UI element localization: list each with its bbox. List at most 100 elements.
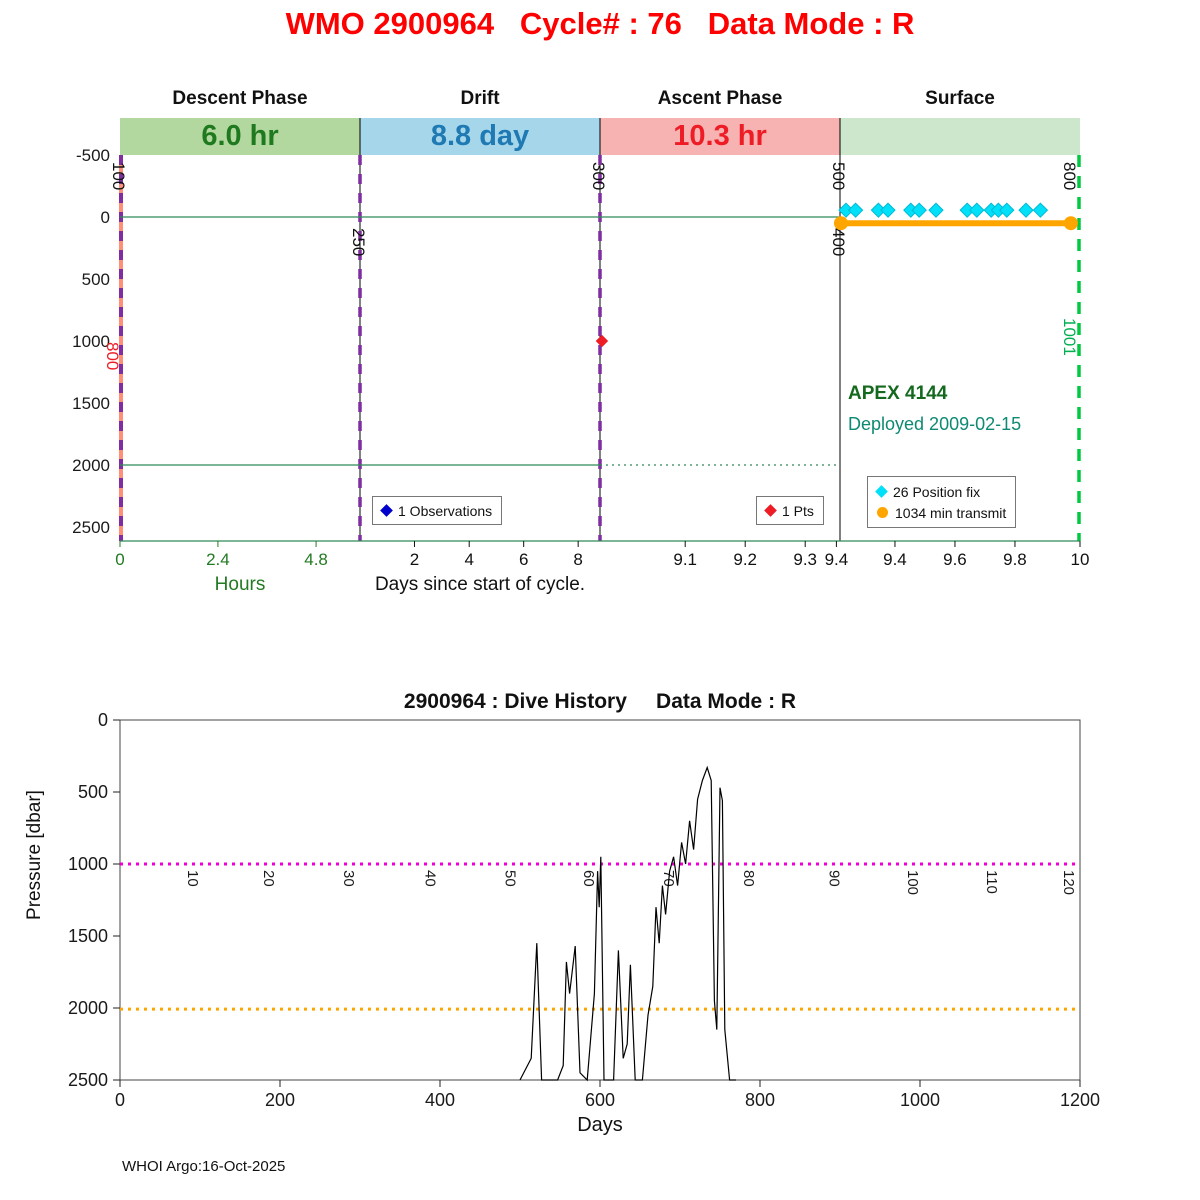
deployed-date-label: Deployed 2009-02-15 <box>848 414 1022 434</box>
rotated-annotation: 100 <box>109 162 128 190</box>
position-fix-marker <box>880 202 896 218</box>
dive-history-title: 2900964 : Dive History Data Mode : R <box>403 690 797 713</box>
phase-label-surface: Surface <box>925 88 995 109</box>
y-tick-label: 1000 <box>72 332 110 351</box>
position-fix-marker <box>928 202 944 218</box>
y-tick-label: 500 <box>78 782 108 802</box>
legend-observations-label: 1 Observations <box>398 502 493 519</box>
cycle-number-label: 30 <box>340 870 357 887</box>
rotated-annotation: 300 <box>589 162 608 190</box>
x-tick-label: 4.8 <box>304 550 328 569</box>
x-tick-label: 400 <box>425 1090 455 1110</box>
observation-marker-icon <box>380 504 393 517</box>
legend-surface: 26 Position fix 1034 min transmit <box>867 476 1017 528</box>
position-fix-marker <box>999 202 1015 218</box>
x-tick-label: 1200 <box>1060 1090 1100 1110</box>
x-tick-label: 4 <box>464 550 473 569</box>
legend-position-fix-label: 26 Position fix <box>893 483 981 500</box>
pts-marker-icon <box>764 504 777 517</box>
x-tick-label: 800 <box>745 1090 775 1110</box>
y-tick-label: 2500 <box>68 1070 108 1090</box>
phase-duration-ascent: 10.3 hr <box>673 120 767 152</box>
x-tick-label: 0 <box>115 1090 125 1110</box>
legend-position-fix-row: 26 Position fix <box>875 481 1006 502</box>
rotated-annotation: 400 <box>829 228 848 256</box>
min-transmit-marker <box>833 216 848 231</box>
x-tick-label: 0 <box>115 550 124 569</box>
x-tick-label: 9.8 <box>1003 550 1027 569</box>
rotated-annotation: 800 <box>1060 162 1079 190</box>
days-axis-label: Days since start of cycle. <box>374 574 586 595</box>
phase-band-2 <box>600 118 840 155</box>
cycle-number-label: 100 <box>904 870 921 895</box>
phase-duration-descent: 6.0 hr <box>201 120 279 152</box>
x-tick-label: 9.4 <box>883 550 907 569</box>
y-tick-label: 500 <box>82 270 110 289</box>
legend-pts: 1 Pts <box>756 496 824 525</box>
x-tick-label: 6 <box>519 550 528 569</box>
legend-min-transmit-label: 1034 min transmit <box>895 504 1007 521</box>
phase-duration-drift: 8.8 day <box>430 120 530 152</box>
hours-axis-label: Hours <box>214 574 266 595</box>
x-tick-label: 1000 <box>900 1090 940 1110</box>
rotated-annotation: 800 <box>103 342 122 370</box>
dive-history-line <box>519 765 736 1082</box>
x-tick-label: 9.2 <box>733 550 757 569</box>
footer-credit: WHOI Argo:16-Oct-2025 <box>122 1158 286 1175</box>
phase-label-ascent: Ascent Phase <box>657 88 783 109</box>
cycle-number-label: 40 <box>422 870 439 887</box>
position-fix-marker <box>1032 202 1049 218</box>
rotated-annotation: 1001 <box>1060 318 1079 356</box>
y-tick-label: 1000 <box>68 854 108 874</box>
phase-band-3 <box>840 118 1080 155</box>
rotated-annotation: 250 <box>349 228 368 256</box>
phase-label-drift: Drift <box>460 88 500 109</box>
float-model-label: APEX 4144 <box>848 383 948 404</box>
x-tick-label: 600 <box>585 1090 615 1110</box>
phase-band-0 <box>120 118 360 155</box>
y-tick-label: -500 <box>76 146 110 165</box>
y-tick-label: 0 <box>98 710 108 730</box>
x-tick-label: 9.1 <box>673 550 697 569</box>
x-tick-label: 2.4 <box>206 550 230 569</box>
cycle-number-label: 120 <box>1060 870 1077 895</box>
y-tick-label: 2000 <box>72 456 110 475</box>
x-tick-label: 9.6 <box>943 550 967 569</box>
cycle-number-label: 80 <box>740 870 757 887</box>
position-fix-marker <box>911 202 927 218</box>
y-tick-label: 2500 <box>72 518 110 537</box>
x-tick-label: 200 <box>265 1090 295 1110</box>
position-fix-marker <box>847 202 864 218</box>
pts-marker <box>595 334 609 348</box>
legend-min-transmit-row: 1034 min transmit <box>877 502 1006 523</box>
phase-label-descent: Descent Phase <box>172 88 308 109</box>
x-tick-label: 8 <box>573 550 582 569</box>
y-tick-label: 1500 <box>72 394 110 413</box>
legend-pts-label: 1 Pts <box>782 502 814 519</box>
phase-duration-surface <box>840 117 1080 155</box>
cycle-number-label: 50 <box>502 870 519 887</box>
min-transmit-marker-icon <box>877 507 888 518</box>
x-tick-label: 10 <box>1071 550 1090 569</box>
position-fix-marker-icon <box>875 485 888 498</box>
days-bottom-axis-label: Days <box>577 1114 623 1136</box>
x-tick-label: 9.4 <box>825 550 849 569</box>
legend-observations: 1 Observations <box>372 496 503 525</box>
position-fix-marker <box>1018 202 1034 218</box>
pressure-axis-label: Pressure [dbar] <box>24 790 45 920</box>
min-transmit-marker <box>1063 216 1078 231</box>
page-title: WMO 2900964 Cycle# : 76 Data Mode : R <box>285 6 915 41</box>
position-fix-marker <box>969 202 985 218</box>
cycle-number-label: 60 <box>580 870 597 887</box>
x-tick-label: 9.3 <box>793 550 817 569</box>
phase-band-1 <box>360 118 600 155</box>
cycle-number-label: 10 <box>184 870 201 887</box>
rotated-annotation: 500 <box>829 162 848 190</box>
x-tick-label: 2 <box>410 550 419 569</box>
y-tick-label: 2000 <box>68 998 108 1018</box>
cycle-number-label: 20 <box>260 870 277 887</box>
y-tick-label: 1500 <box>68 926 108 946</box>
cycle-number-label: 90 <box>826 870 843 887</box>
